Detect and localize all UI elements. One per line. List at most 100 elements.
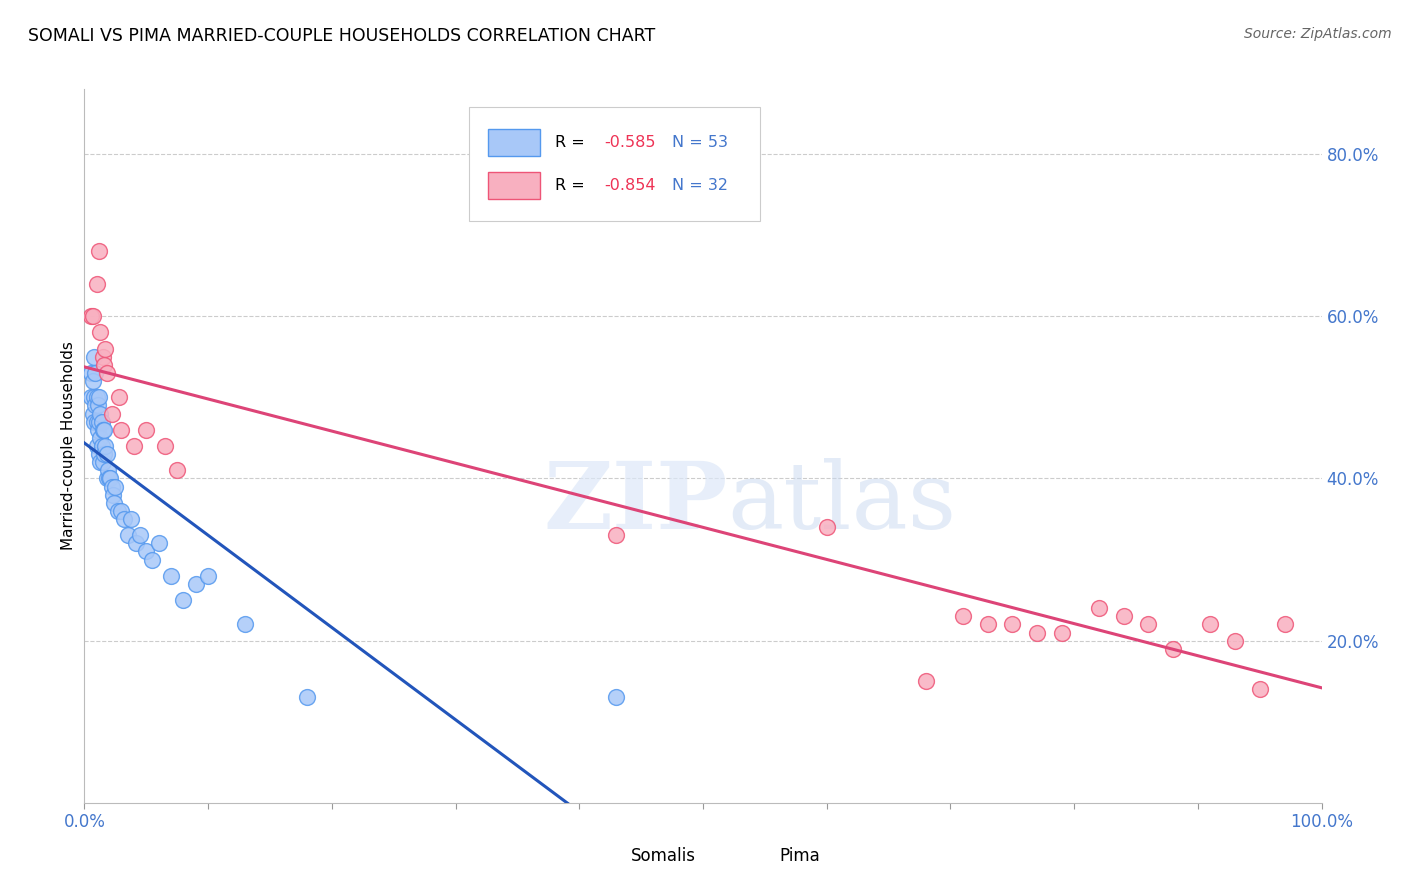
Point [815,520,838,534]
Point [89,390,111,404]
Point [1026,625,1049,640]
Point [82,374,104,388]
Point [86,277,108,291]
Point [96,471,118,485]
Point [172,593,194,607]
Point [160,568,183,582]
Point [89,415,111,429]
Point [1249,682,1271,697]
Point [104,479,127,493]
Point [86,439,108,453]
Point [83,350,105,364]
Point [125,536,148,550]
Point [117,528,139,542]
Point [1088,601,1111,615]
Point [89,326,111,340]
Text: atlas: atlas [728,458,957,548]
Point [135,544,157,558]
Text: R =: R = [554,178,589,193]
Text: R =: R = [554,136,589,150]
Point [93,358,115,372]
Point [96,366,118,380]
Point [84,399,107,413]
Point [97,463,120,477]
Point [79,310,101,324]
Point [1274,617,1296,632]
Text: N = 53: N = 53 [672,136,728,150]
Point [93,423,115,437]
Point [135,423,157,437]
Point [110,423,132,437]
Point [952,609,974,624]
Point [87,423,110,437]
Point [79,390,101,404]
Point [1199,617,1222,632]
Point [295,690,318,705]
Point [605,528,627,542]
Point [976,617,998,632]
Point [1001,617,1024,632]
Point [89,407,111,421]
FancyBboxPatch shape [488,172,540,199]
Point [89,431,111,445]
Point [89,244,111,259]
Point [87,399,110,413]
Text: Somalis: Somalis [631,847,696,865]
Point [101,488,124,502]
Point [94,342,117,356]
Point [93,447,115,461]
Point [90,415,112,429]
Point [89,455,111,469]
Point [233,617,256,632]
Point [91,423,114,437]
Point [91,455,114,469]
Point [94,439,117,453]
Text: Pima: Pima [780,847,821,865]
Point [184,577,207,591]
Point [1137,617,1160,632]
FancyBboxPatch shape [721,842,765,871]
Point [86,390,108,404]
Point [83,390,105,404]
Point [112,512,135,526]
FancyBboxPatch shape [574,842,616,871]
Point [96,447,118,461]
Point [166,463,188,477]
Point [79,366,101,380]
Point [914,674,936,689]
Point [100,479,122,493]
Point [129,528,152,542]
Point [84,366,107,380]
Point [83,415,105,429]
Point [1161,641,1184,656]
Point [110,504,132,518]
Point [90,439,112,453]
Point [148,536,170,550]
Text: ZIP: ZIP [544,458,728,548]
Point [1050,625,1073,640]
Point [100,407,122,421]
Point [108,390,131,404]
Point [82,407,104,421]
FancyBboxPatch shape [470,107,759,221]
Text: -0.585: -0.585 [605,136,655,150]
Point [197,568,219,582]
Point [120,512,142,526]
Y-axis label: Married-couple Households: Married-couple Households [60,342,76,550]
Point [605,690,627,705]
Point [1223,633,1246,648]
Point [82,310,104,324]
FancyBboxPatch shape [488,129,540,156]
Text: Source: ZipAtlas.com: Source: ZipAtlas.com [1244,27,1392,41]
Text: -0.854: -0.854 [605,178,655,193]
Point [86,415,108,429]
Point [122,439,145,453]
Point [98,471,121,485]
Point [91,350,114,364]
Text: SOMALI VS PIMA MARRIED-COUPLE HOUSEHOLDS CORRELATION CHART: SOMALI VS PIMA MARRIED-COUPLE HOUSEHOLDS… [28,27,655,45]
Point [153,439,176,453]
Point [1112,609,1135,624]
Text: N = 32: N = 32 [672,178,728,193]
Point [98,471,121,485]
Point [141,552,163,566]
